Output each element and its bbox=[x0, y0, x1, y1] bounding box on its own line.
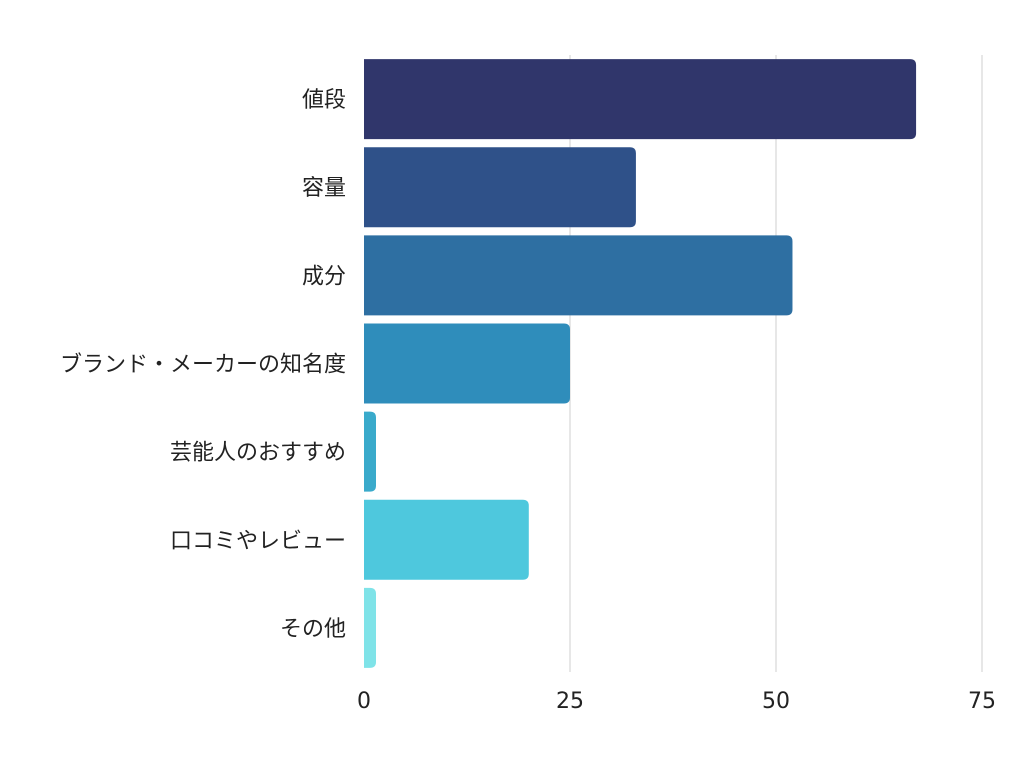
bar-3 bbox=[364, 323, 570, 404]
bar-4 bbox=[364, 411, 376, 492]
bar-2 bbox=[364, 235, 793, 316]
bar-1 bbox=[364, 147, 636, 228]
x-tick-label: 0 bbox=[357, 689, 371, 714]
bar-6 bbox=[364, 587, 376, 668]
category-label: ブランド・メーカーの知名度 bbox=[60, 353, 346, 378]
x-tick-label: 75 bbox=[968, 689, 996, 714]
category-label: 芸能人のおすすめ bbox=[170, 441, 346, 466]
bar-0 bbox=[364, 59, 917, 140]
x-axis-tick-labels: 0 25 50 75 bbox=[357, 689, 996, 714]
bar-5 bbox=[364, 499, 529, 580]
category-label: 値段 bbox=[302, 88, 346, 113]
category-label: 口コミやレビュー bbox=[170, 529, 346, 554]
category-label: その他 bbox=[280, 617, 346, 642]
category-label: 成分 bbox=[302, 264, 346, 289]
category-label: 容量 bbox=[302, 176, 346, 201]
bars bbox=[364, 59, 917, 668]
x-tick-label: 25 bbox=[556, 689, 584, 714]
x-tick-label: 50 bbox=[762, 689, 790, 714]
